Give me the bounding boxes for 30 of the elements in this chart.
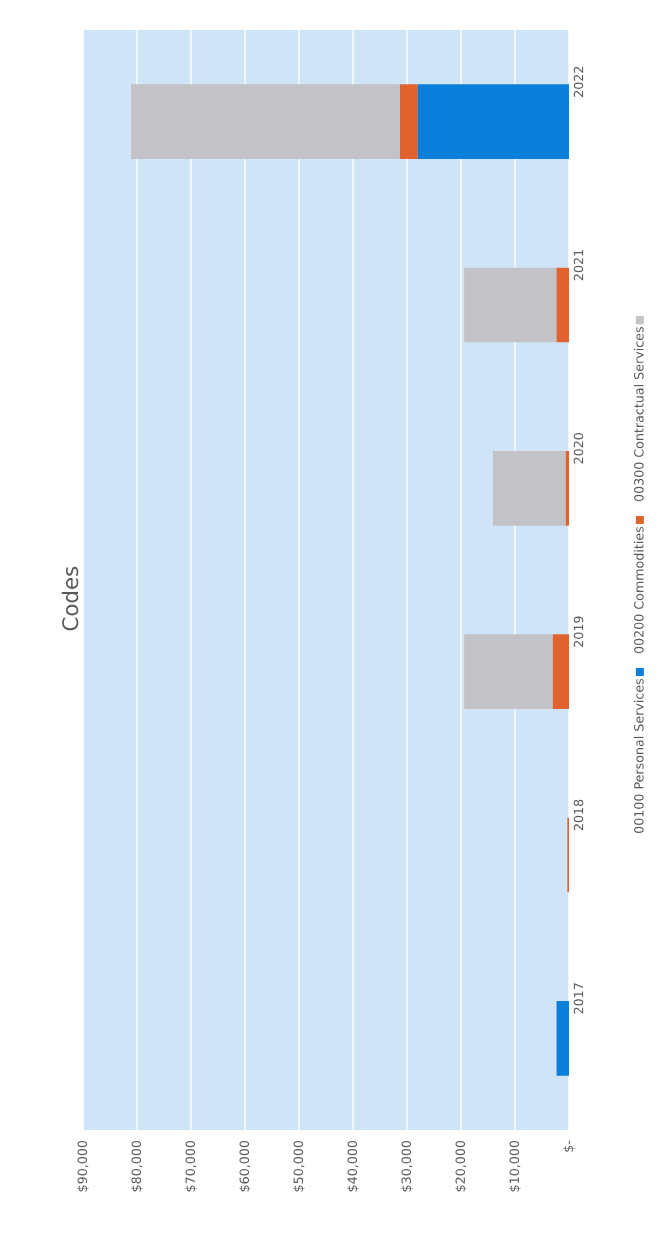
bar: [556, 1001, 569, 1076]
bar: [399, 84, 418, 160]
x-tick-label: $60,000: [239, 1140, 251, 1192]
x-tick-label: $80,000: [131, 1140, 143, 1192]
y-tick-label: 2019: [573, 616, 584, 647]
bar: [492, 451, 566, 526]
x-tick-label: $-: [563, 1140, 575, 1152]
bar: [552, 634, 569, 710]
x-tick-label: $30,000: [401, 1140, 413, 1192]
legend-label: 00100 Personal Services: [633, 678, 644, 834]
bar: [556, 267, 569, 343]
bar: [464, 634, 553, 710]
y-tick-label: 2017: [573, 983, 584, 1014]
x-tick-label: $20,000: [455, 1140, 467, 1192]
y-tick-label: 2018: [573, 799, 584, 831]
x-tick-label: $10,000: [509, 1140, 521, 1192]
y-tick-label: 2021: [573, 250, 584, 281]
bar: [464, 267, 557, 343]
text: Codes: [61, 566, 79, 631]
bar: [131, 84, 400, 160]
y-tick-label: 2020: [573, 433, 584, 464]
bar: [565, 451, 569, 526]
x-tick-label: $40,000: [347, 1140, 359, 1192]
legend-label: 00200 Commodities: [633, 526, 644, 654]
x-tick-label: $90,000: [77, 1140, 89, 1192]
x-tick-label: $50,000: [293, 1140, 305, 1192]
x-tick-label: $70,000: [185, 1140, 197, 1192]
y-tick-label: 2022: [573, 66, 584, 97]
legend-label: 00300 Contractual Services: [633, 327, 644, 502]
bar: [417, 84, 569, 160]
